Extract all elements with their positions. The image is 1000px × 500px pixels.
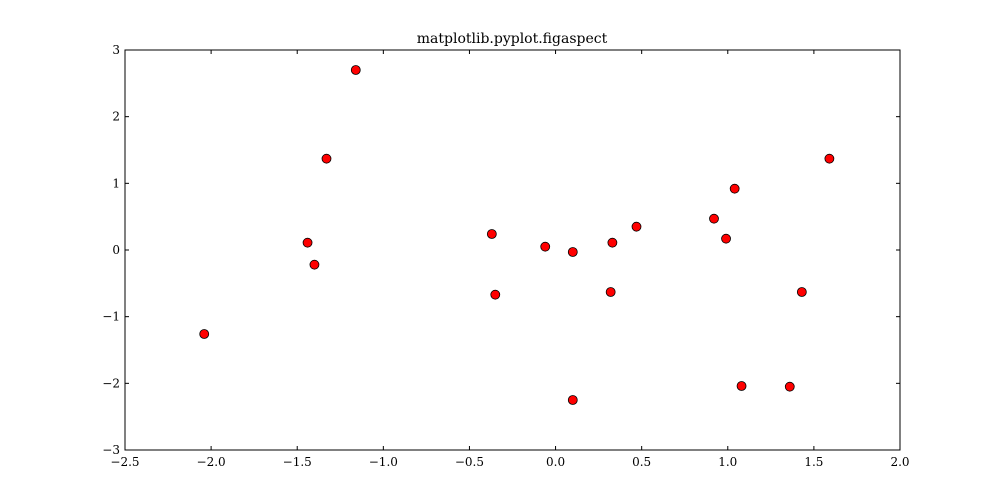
y-axis-ticks: −3 −2 −1 0 1 2 3 — [102, 43, 900, 457]
x-tick-label: −2.5 — [110, 455, 139, 469]
data-point — [486, 229, 497, 239]
x-tick-label: 2.0 — [890, 455, 909, 469]
x-tick-label: 1.5 — [804, 455, 823, 469]
data-point — [350, 65, 361, 75]
x-axis-ticks: −2.5 −2.0 −1.5 −1.0 −0.5 0.0 0.5 1.0 1.5 2.0 — [110, 50, 910, 469]
data-point — [567, 247, 578, 257]
x-tick-label: 0.0 — [546, 455, 565, 469]
data-point — [302, 237, 313, 248]
data-point — [729, 183, 740, 194]
data-point — [567, 395, 578, 405]
y-tick-label: 3 — [112, 43, 120, 57]
data-point — [796, 287, 807, 297]
y-tick-label: −2 — [102, 376, 120, 390]
data-point — [490, 289, 501, 300]
chart-title: matplotlib.pyplot.figaspect — [417, 31, 608, 47]
x-tick-label: −1.0 — [369, 455, 398, 469]
data-point — [309, 259, 320, 270]
data-point — [540, 241, 551, 252]
data-point — [709, 213, 719, 224]
y-tick-label: 2 — [112, 110, 120, 124]
x-tick-label: −1.5 — [283, 455, 312, 469]
x-tick-label: 1.0 — [718, 455, 737, 469]
data-point — [736, 381, 747, 391]
data-point — [824, 153, 835, 164]
data-point — [199, 329, 210, 339]
data-point — [321, 153, 332, 164]
x-tick-label: −2.0 — [197, 455, 226, 469]
data-point — [605, 287, 616, 297]
y-tick-label: 0 — [112, 243, 120, 257]
y-tick-label: −1 — [102, 310, 120, 324]
data-point — [631, 221, 642, 232]
x-tick-label: −0.5 — [455, 455, 484, 469]
y-tick-label: 1 — [112, 176, 120, 190]
data-point — [784, 381, 795, 392]
scatter-points — [199, 65, 835, 405]
data-point — [721, 233, 731, 244]
plot-area — [124, 49, 901, 451]
y-tick-label: −3 — [102, 443, 120, 457]
x-tick-label: 0.5 — [632, 455, 651, 469]
data-point — [607, 237, 618, 248]
